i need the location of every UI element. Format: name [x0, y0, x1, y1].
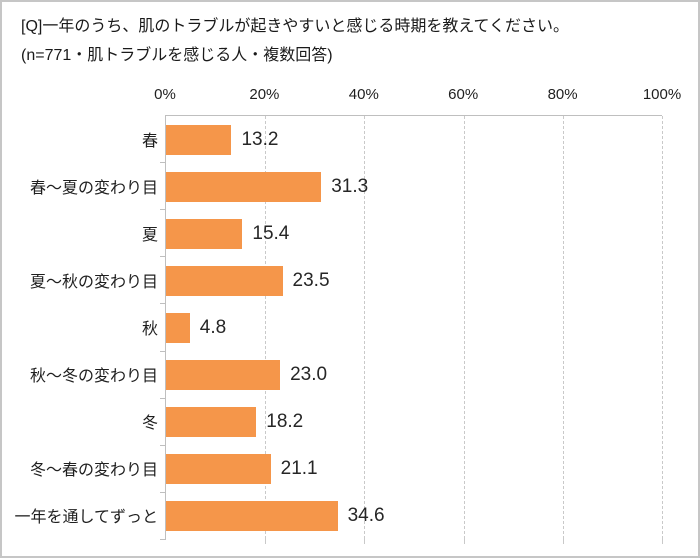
gridline	[463, 116, 465, 539]
y-axis-tick-mark	[160, 491, 166, 493]
bar-value-label: 21.1	[280, 458, 318, 480]
x-axis-tick-label: 100%	[642, 86, 682, 103]
question-title: [Q]一年のうち、肌のトラブルが起きやすいと感じる時期を教えてください。	[21, 18, 570, 35]
x-axis-tick-label: 20%	[249, 86, 280, 103]
y-axis-tick-mark	[160, 303, 166, 305]
bar-row: 18.2	[166, 399, 662, 446]
bar-value-label: 13.2	[241, 128, 279, 150]
bar-value-label: 23.0	[290, 364, 328, 386]
y-axis-tick-mark	[160, 350, 166, 352]
bar-value-label: 15.4	[252, 222, 290, 244]
bar	[166, 265, 283, 296]
bar	[166, 360, 281, 391]
gridline	[364, 116, 366, 539]
bar-value-label: 4.8	[199, 316, 227, 338]
bar-row: 34.6	[166, 493, 662, 540]
y-axis-tick-mark	[160, 209, 166, 211]
bar-value-label: 23.5	[292, 269, 330, 291]
bar	[166, 454, 271, 485]
category-label: 夏	[141, 226, 158, 244]
category-label: 夏〜秋の変わり目	[29, 273, 158, 291]
x-axis-tick-mark	[662, 539, 663, 544]
title-block: [Q]一年のうち、肌のトラブルが起きやすいと感じる時期を教えてください。 (n=…	[21, 12, 569, 70]
x-axis-tick-label: 40%	[348, 86, 379, 103]
bar	[166, 312, 190, 343]
x-axis-tick-mark	[463, 539, 465, 544]
category-label: 秋〜冬の変わり目	[29, 368, 158, 386]
category-label: 秋	[141, 320, 158, 338]
x-axis-labels: 0% 20% 40% 60% 80% 100%	[154, 86, 681, 106]
category-label: 冬〜春の変わり目	[29, 462, 158, 480]
bar-value-label: 34.6	[347, 505, 385, 527]
y-axis-tick-mark	[160, 539, 166, 540]
category-label: 春〜夏の変わり目	[29, 179, 158, 197]
x-axis-tick-label: 0%	[154, 86, 176, 103]
bar	[166, 218, 243, 249]
category-label: 冬	[141, 415, 158, 433]
bar-row: 31.3	[166, 163, 662, 210]
plot-area: 13.2 31.3 15.4 23.5 4.8 23.0 18.2 21.1 34.6	[160, 115, 663, 544]
gridline	[562, 116, 564, 539]
bar-row: 23.0	[166, 352, 662, 399]
bar-row: 13.2	[166, 116, 662, 163]
bar-value-label: 18.2	[266, 411, 304, 433]
y-axis-tick-mark	[160, 256, 166, 258]
bar	[166, 407, 257, 438]
x-axis-tick-label: 60%	[448, 86, 479, 103]
bar-row: 21.1	[166, 446, 662, 493]
x-axis-tick-mark	[265, 539, 267, 544]
y-axis-tick-mark	[160, 397, 166, 399]
y-axis-tick-mark	[160, 444, 166, 446]
bar-row: 23.5	[166, 257, 662, 304]
x-axis-tick-label: 80%	[547, 86, 578, 103]
x-axis-tick-mark	[364, 539, 366, 544]
category-label: 春	[141, 132, 158, 150]
bar	[166, 124, 232, 155]
category-label: 一年を通してずっと	[14, 509, 158, 527]
bar-row: 4.8	[166, 304, 662, 351]
bar-value-label: 31.3	[331, 175, 369, 197]
gridline	[662, 116, 663, 539]
y-axis-tick-mark	[160, 162, 166, 164]
y-axis-category-labels: 春春〜夏の変わり目夏夏〜秋の変わり目秋秋〜冬の変わり目冬冬〜春の変わり目一年を通…	[2, 115, 158, 539]
bar	[166, 501, 338, 532]
sample-note: (n=771・肌トラブルを感じる人・複数回答)	[21, 47, 333, 64]
bar-row: 15.4	[166, 210, 662, 257]
bar	[166, 171, 322, 202]
x-axis-tick-mark	[562, 539, 564, 544]
gridline	[265, 116, 267, 539]
